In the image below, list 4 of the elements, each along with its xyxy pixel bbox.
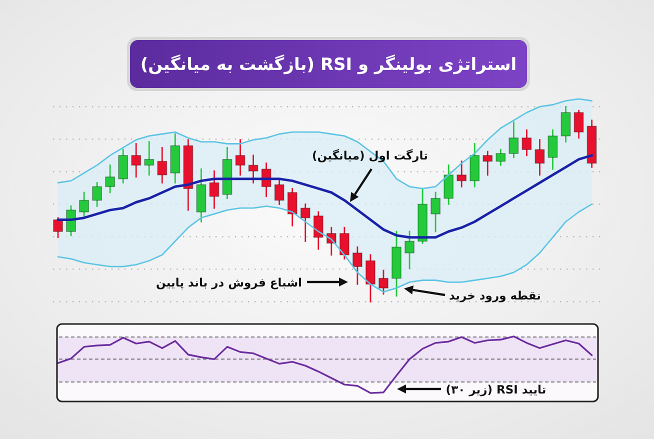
annotation: اشباع فروش در باند پایین [156, 276, 302, 290]
chart-title: استراتژی بولینگر و RSI (بازگشت به میانگین) [140, 54, 517, 75]
annotation: تایید RSI (زیر ۳۰) [446, 382, 546, 396]
annotation: نقطه ورود خرید [449, 288, 541, 302]
